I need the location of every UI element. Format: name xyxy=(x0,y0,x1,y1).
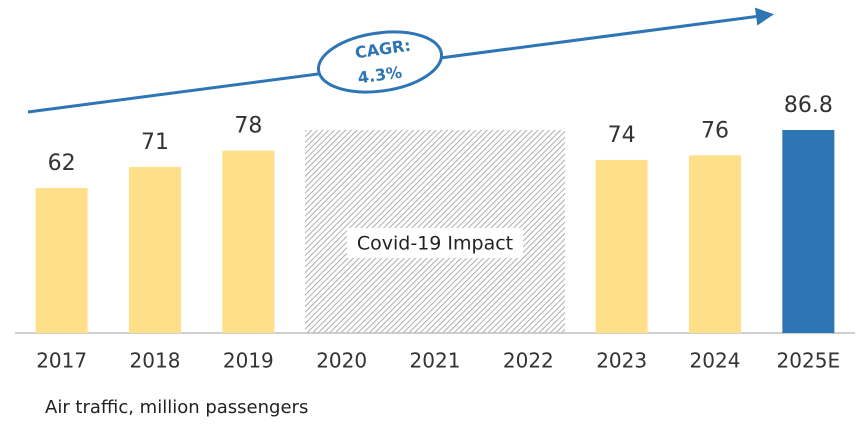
bar xyxy=(595,159,648,333)
bar xyxy=(782,130,835,333)
value-label: 62 xyxy=(48,151,76,176)
covid-label-bg xyxy=(347,228,523,258)
x-tick-label: 2023 xyxy=(596,349,647,373)
x-tick-label: 2019 xyxy=(223,349,274,373)
x-tick-label: 2018 xyxy=(130,349,181,373)
x-tick-label: 2024 xyxy=(690,349,741,373)
covid-label: Covid-19 Impact xyxy=(357,233,513,255)
caption: Air traffic, million passengers xyxy=(45,397,308,418)
value-label: 78 xyxy=(234,114,262,139)
cagr-bubble xyxy=(316,30,444,94)
value-label: 76 xyxy=(701,118,729,143)
bar xyxy=(35,188,88,333)
bar xyxy=(689,155,741,333)
x-tick-label: 2017 xyxy=(36,349,87,373)
bar xyxy=(129,166,181,333)
value-label: 86.8 xyxy=(784,93,833,118)
value-label: 71 xyxy=(141,130,169,155)
x-tick-label: 2021 xyxy=(410,349,461,373)
value-label: 74 xyxy=(608,123,636,148)
x-tick-label: 2025E xyxy=(777,349,841,373)
x-tick-label: 2020 xyxy=(316,349,367,373)
bar xyxy=(222,150,275,333)
x-tick-label: 2022 xyxy=(503,349,554,373)
